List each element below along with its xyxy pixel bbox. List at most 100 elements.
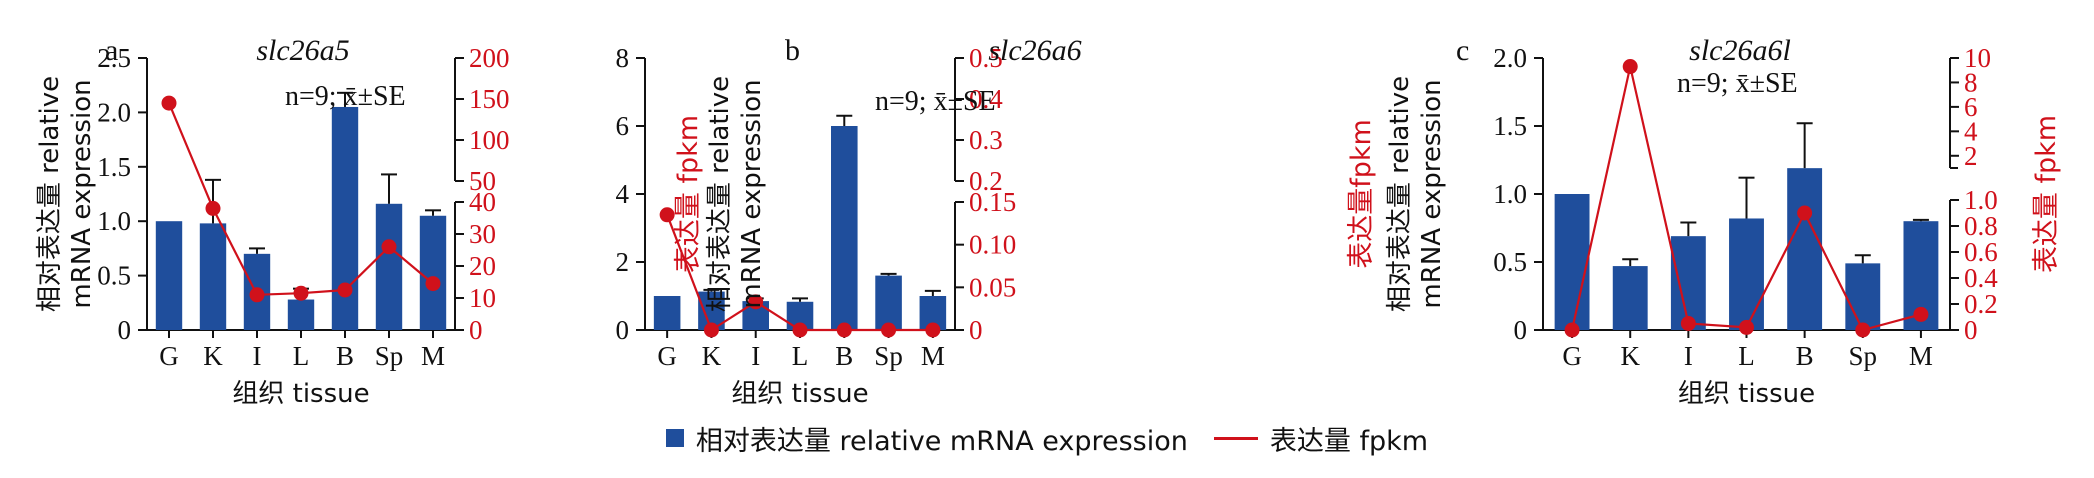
y-axis-label: 相对表达量 relative mRNA expression: [1385, 76, 1447, 312]
fpkm-point: [881, 322, 897, 338]
right-tick-label: 0.5: [969, 43, 1003, 73]
x-tick-label: L: [792, 341, 809, 371]
x-tick-label: K: [1620, 341, 1640, 371]
bar: [831, 126, 858, 330]
bar: [199, 223, 227, 330]
y-axis-label-line2: mRNA expression: [1417, 79, 1447, 308]
right-tick-label: 0.4: [969, 84, 1003, 114]
y-axis-label: 相对表达量 relative mRNA expression: [705, 76, 767, 312]
bar: [1670, 236, 1706, 330]
gene-title: slc26a6: [988, 34, 1081, 67]
right-tick-label: 200: [469, 43, 510, 73]
right-tick-label: 0.05: [969, 272, 1016, 302]
fpkm-point: [1739, 319, 1754, 335]
right-tick-label: 10: [1964, 43, 1991, 73]
fpkm-point: [1564, 322, 1580, 338]
right-tick-label: 0.15: [969, 187, 1016, 217]
fpkm-point: [1622, 59, 1638, 75]
right-tick-label: 0.2: [1964, 289, 1998, 319]
fpkm-point: [703, 322, 719, 338]
legend-item-bar: 相对表达量 relative mRNA expression: [665, 419, 1188, 458]
fpkm-point: [1797, 205, 1813, 221]
sample-note: n=9; x̄±SE: [285, 81, 406, 112]
right-tick-label: 0.2: [969, 166, 1003, 196]
x-tick-label: I: [1684, 341, 1693, 371]
y-axis-label-line1: 相对表达量 relative: [705, 76, 735, 312]
gene-title: slc26a6l: [1689, 34, 1791, 67]
y2-axis-label-group: 表达量fpkm: [1346, 119, 1377, 269]
x-tick-label: Sp: [375, 341, 404, 371]
fpkm-point: [293, 285, 309, 301]
sample-note: n=9; x̄±SE: [875, 86, 996, 117]
bar: [419, 215, 447, 330]
right-tick-label: 4: [1964, 116, 1978, 146]
bar: [1845, 263, 1881, 330]
right-tick-label: 40: [469, 187, 496, 217]
left-tick-label: 2.0: [97, 97, 131, 127]
y2-axis-label: 表达量 fpkm: [673, 115, 704, 273]
left-tick-label: 2.0: [1493, 43, 1527, 73]
x-tick-label: B: [835, 341, 853, 371]
left-tick-label: 2.5: [97, 43, 131, 73]
x-tick-label: Sp: [874, 341, 903, 371]
right-tick-label: 2: [1964, 141, 1978, 171]
bar: [1554, 194, 1590, 330]
y-axis-label: 相对表达量 relative mRNA expression: [35, 76, 97, 312]
left-tick-label: 1.0: [1493, 179, 1527, 209]
y2-axis-label-group: 表达量 fpkm: [673, 115, 704, 273]
x-tick-label: M: [921, 341, 945, 371]
fpkm-point: [1855, 322, 1871, 338]
fpkm-point: [748, 294, 764, 310]
x-tick-label: M: [421, 341, 445, 371]
legend-swatch-bar: [665, 429, 684, 447]
right-tick-label: 20: [469, 251, 496, 281]
x-tick-label: M: [1909, 341, 1933, 371]
fpkm-point: [381, 239, 397, 255]
left-tick-label: 1.0: [97, 206, 131, 236]
y2-axis-label: 表达量 fpkm: [2031, 115, 2062, 273]
left-tick-label: 6: [616, 111, 630, 141]
left-tick-label: 0: [118, 315, 132, 345]
chart-legend: 相对表达量 relative mRNA expression 表达量 fpkm: [0, 418, 2094, 458]
legend-swatch-line: [1213, 436, 1258, 440]
y2-axis-label-group: 表达量 fpkm: [2031, 115, 2062, 273]
panel-label: b: [785, 34, 800, 67]
x-tick-label: K: [702, 341, 722, 371]
y-axis-label-line2: mRNA expression: [67, 79, 97, 308]
fpkm-point: [836, 322, 852, 338]
fpkm-point: [1913, 306, 1929, 322]
right-tick-label: 0.8: [1964, 211, 1998, 241]
x-tick-label: G: [657, 341, 677, 371]
left-tick-label: 8: [616, 43, 630, 73]
bar: [1729, 218, 1764, 330]
right-tick-label: 150: [469, 84, 510, 114]
fpkm-point: [337, 282, 353, 298]
x-tick-label: G: [1562, 341, 1582, 371]
x-tick-label: L: [293, 341, 310, 371]
bar: [1612, 266, 1648, 330]
right-tick-label: 50: [469, 166, 496, 196]
panel-label: c: [1456, 34, 1469, 67]
legend-label-line: 表达量 fpkm: [1269, 425, 1429, 457]
right-tick-label: 0: [469, 315, 483, 345]
x-axis-label: 组织 tissue: [232, 379, 369, 409]
fpkm-point: [205, 200, 221, 216]
right-tick-label: 0: [1964, 315, 1978, 345]
right-tick-label: 30: [469, 219, 496, 249]
gene-title: slc26a5: [256, 34, 349, 67]
left-tick-label: 0.5: [97, 261, 131, 291]
bar: [653, 296, 681, 330]
y2-axis-label: 表达量fpkm: [1346, 119, 1377, 269]
panel-label: a: [105, 34, 118, 67]
legend-item-line: 表达量 fpkm: [1213, 419, 1429, 458]
left-tick-label: 4: [616, 179, 630, 209]
left-tick-label: 1.5: [1493, 111, 1527, 141]
left-tick-label: 2: [616, 247, 630, 277]
right-tick-label: 0.4: [1964, 263, 1998, 293]
x-tick-label: Sp: [1849, 341, 1878, 371]
x-axis-label: 组织 tissue: [1678, 379, 1815, 409]
right-tick-label: 0.3: [969, 125, 1003, 155]
